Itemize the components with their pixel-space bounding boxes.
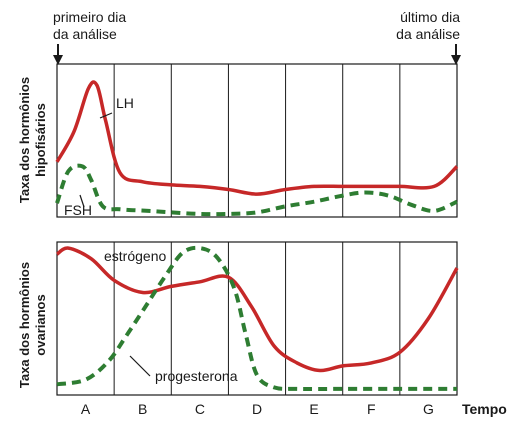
series-FSH-leader (79, 194, 85, 208)
x-tick-label: C (195, 401, 205, 417)
series-progesterona-line (56, 245, 457, 391)
bottom-ylabel-line2: ovarianos (33, 294, 48, 355)
series-LH-label: LH (116, 95, 134, 111)
x-tick-label: A (81, 401, 91, 417)
bottom-ylabel-line1: Taxa dos hormônios (17, 262, 32, 388)
x-tick-label: E (309, 401, 318, 417)
series-estrógeno-label: estrógeno (104, 248, 166, 264)
top-ylabel-line1: Taxa dos hormônios (17, 77, 32, 203)
x-axis-ticks: A B C D E F G (81, 401, 434, 417)
top-ylabel-line2: hipofisários (33, 103, 48, 177)
x-axis-label: Tempo (462, 401, 507, 417)
series-FSH-line (55, 163, 458, 217)
last-day-label-line1: último dia (400, 9, 460, 25)
ovarian-frame (56, 241, 458, 396)
x-tick-label: D (252, 401, 262, 417)
pituitary-hormones-panel (55, 63, 459, 218)
last-day-label-line2: da análise (396, 26, 460, 42)
pituitary-frame (56, 63, 458, 218)
series-progesterona-leader (129, 355, 151, 377)
series-LH-line (55, 80, 459, 196)
series-estrógeno-line (55, 246, 459, 373)
x-tick-label: F (367, 401, 376, 417)
x-tick-label: B (138, 401, 147, 417)
series-FSH-label: FSH (64, 202, 92, 218)
ovarian-hormones-panel (55, 241, 459, 396)
x-tick-label: G (423, 401, 434, 417)
first-day-label-line1: primeiro dia (53, 9, 126, 25)
series-progesterona-label: progesterona (155, 368, 238, 384)
series-LH-leader (99, 112, 113, 119)
first-day-label-line2: da análise (53, 26, 117, 42)
